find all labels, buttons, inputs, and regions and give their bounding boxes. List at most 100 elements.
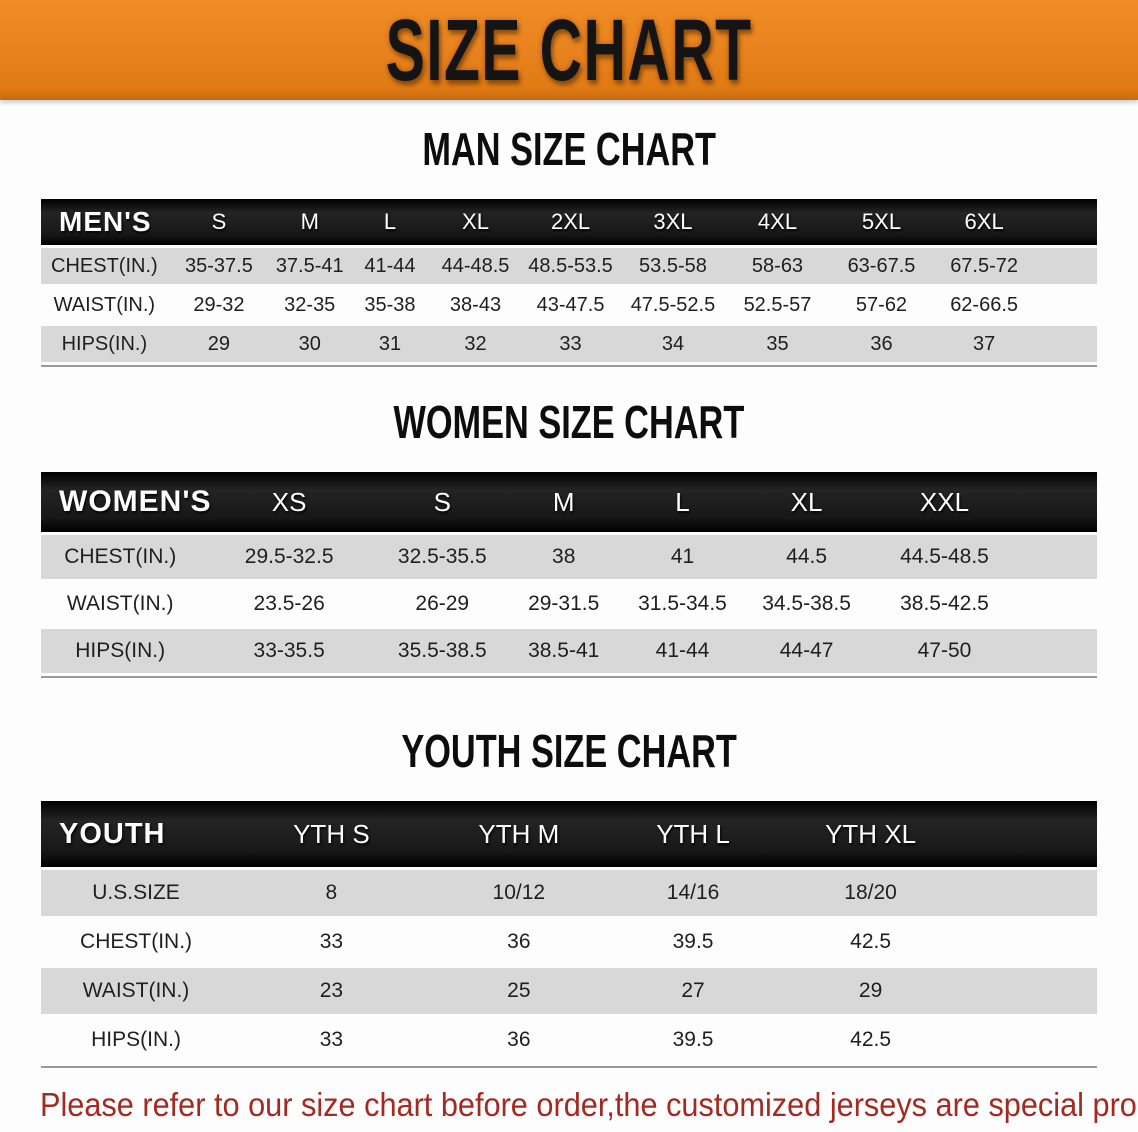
women-size-table: WOMEN'S XS S M L XL XXL CHEST(IN.) 29.5-… <box>41 469 1097 678</box>
value-cell: 8 <box>231 870 432 916</box>
value-cell: 36 <box>431 919 606 965</box>
size-column-header: YTH S <box>231 801 432 867</box>
value-cell: 42.5 <box>780 1017 1097 1063</box>
value-cell: 32.5-35.5 <box>378 535 506 579</box>
value-cell: 48.5-53.5 <box>520 248 621 284</box>
value-cell: 23 <box>231 968 432 1014</box>
value-cell: 44-47 <box>743 629 870 673</box>
row-label: WAIST(IN.) <box>41 287 168 323</box>
women-section-title: WOMEN SIZE CHART <box>0 396 1138 449</box>
value-cell: 32 <box>430 326 521 362</box>
value-cell: 37.5-41 <box>270 248 350 284</box>
women-section-title-text: WOMEN SIZE CHART <box>393 396 745 449</box>
men-section-title-text: MAN SIZE CHART <box>422 123 716 176</box>
value-cell: 35-38 <box>349 287 431 323</box>
value-cell: 52.5-57 <box>725 287 830 323</box>
size-column-header: M <box>505 472 622 532</box>
size-column-header: L <box>349 199 431 245</box>
value-cell: 33 <box>231 919 432 965</box>
row-label: CHEST(IN.) <box>41 248 168 284</box>
size-column-header: S <box>378 472 506 532</box>
size-column-header: L <box>621 472 744 532</box>
value-cell: 38 <box>505 535 622 579</box>
youth-section-title-text: YOUTH SIZE CHART <box>401 725 737 778</box>
value-cell: 32-35 <box>270 287 350 323</box>
size-column-header: YTH M <box>431 801 606 867</box>
value-cell: 14/16 <box>605 870 781 916</box>
value-cell: 42.5 <box>780 919 1097 965</box>
row-label: WAIST(IN.) <box>41 968 232 1014</box>
women-header-row: WOMEN'S XS S M L XL XXL <box>41 472 1097 532</box>
size-column-header: S <box>167 199 271 245</box>
women-hips-row: HIPS(IN.) 33-35.5 35.5-38.5 38.5-41 41-4… <box>41 629 1097 673</box>
size-column-header: 6XL <box>933 199 1097 245</box>
women-waist-row: WAIST(IN.) 23.5-26 26-29 29-31.5 31.5-34… <box>41 582 1097 626</box>
banner: SIZE CHART <box>0 0 1138 100</box>
value-cell: 67.5-72 <box>933 248 1097 284</box>
value-cell: 31.5-34.5 <box>621 582 744 626</box>
row-label: U.S.SIZE <box>41 870 232 916</box>
value-cell: 29-31.5 <box>505 582 622 626</box>
value-cell: 23.5-26 <box>199 582 379 626</box>
value-cell: 33 <box>231 1017 432 1063</box>
men-section-title: MAN SIZE CHART <box>0 123 1138 176</box>
value-cell: 30 <box>270 326 350 362</box>
value-cell: 39.5 <box>605 1017 781 1063</box>
size-column-header: YTH L <box>605 801 781 867</box>
value-cell: 38.5-41 <box>505 629 622 673</box>
value-cell: 35 <box>725 326 830 362</box>
row-label: HIPS(IN.) <box>41 326 168 362</box>
youth-section-title: YOUTH SIZE CHART <box>0 725 1138 778</box>
value-cell: 43-47.5 <box>520 287 621 323</box>
youth-header-label: YOUTH <box>41 801 232 867</box>
value-cell: 31 <box>349 326 431 362</box>
men-chest-row: CHEST(IN.) 35-37.5 37.5-41 41-44 44-48.5… <box>41 248 1097 284</box>
row-label: CHEST(IN.) <box>41 919 232 965</box>
value-cell: 39.5 <box>605 919 781 965</box>
value-cell: 58-63 <box>725 248 830 284</box>
youth-size-table: YOUTH YTH S YTH M YTH L YTH XL U.S.SIZE … <box>41 798 1097 1068</box>
value-cell: 18/20 <box>780 870 1097 916</box>
size-column-header: XS <box>199 472 379 532</box>
value-cell: 10/12 <box>431 870 606 916</box>
value-cell: 29 <box>167 326 271 362</box>
value-cell: 44.5 <box>743 535 870 579</box>
value-cell: 44-48.5 <box>430 248 521 284</box>
disclaimer-line2: we don't accept cancel, change, teturn o… <box>40 1128 1061 1132</box>
value-cell: 36 <box>829 326 934 362</box>
youth-ussize-row: U.S.SIZE 8 10/12 14/16 18/20 <box>41 870 1097 916</box>
women-header-label: WOMEN'S <box>41 472 210 532</box>
value-cell: 25 <box>431 968 606 1014</box>
row-label: WAIST(IN.) <box>41 582 200 626</box>
youth-hips-row: HIPS(IN.) 33 36 39.5 42.5 <box>41 1017 1097 1063</box>
size-column-header: XL <box>743 472 870 532</box>
value-cell: 38-43 <box>430 287 521 323</box>
men-header-row: MEN'S S M L XL 2XL 3XL 4XL 5XL 6XL <box>41 199 1097 245</box>
value-cell: 34.5-38.5 <box>743 582 870 626</box>
size-column-header: 4XL <box>725 199 830 245</box>
size-column-header: XL <box>430 199 521 245</box>
size-column-header: 3XL <box>620 199 726 245</box>
youth-header-row: YOUTH YTH S YTH M YTH L YTH XL <box>41 801 1097 867</box>
value-cell: 53.5-58 <box>620 248 726 284</box>
row-label: HIPS(IN.) <box>41 629 200 673</box>
size-column-header: XXL <box>869 472 1097 532</box>
value-cell: 34 <box>620 326 726 362</box>
row-label: CHEST(IN.) <box>41 535 200 579</box>
value-cell: 41 <box>621 535 744 579</box>
banner-title: SIZE CHART <box>385 1 753 99</box>
men-header-label: MEN'S <box>41 199 168 245</box>
men-size-table: MEN'S S M L XL 2XL 3XL 4XL 5XL 6XL CHEST… <box>41 196 1097 367</box>
value-cell: 27 <box>605 968 781 1014</box>
value-cell: 26-29 <box>378 582 506 626</box>
value-cell: 35-37.5 <box>167 248 271 284</box>
value-cell: 38.5-42.5 <box>869 582 1097 626</box>
youth-chest-row: CHEST(IN.) 33 36 39.5 42.5 <box>41 919 1097 965</box>
value-cell: 37 <box>933 326 1097 362</box>
disclaimer: Please refer to our size chart before or… <box>40 1082 1138 1132</box>
value-cell: 57-62 <box>829 287 934 323</box>
value-cell: 33 <box>520 326 621 362</box>
value-cell: 62-66.5 <box>933 287 1097 323</box>
size-column-header: M <box>270 199 350 245</box>
size-column-header: YTH XL <box>780 801 1097 867</box>
